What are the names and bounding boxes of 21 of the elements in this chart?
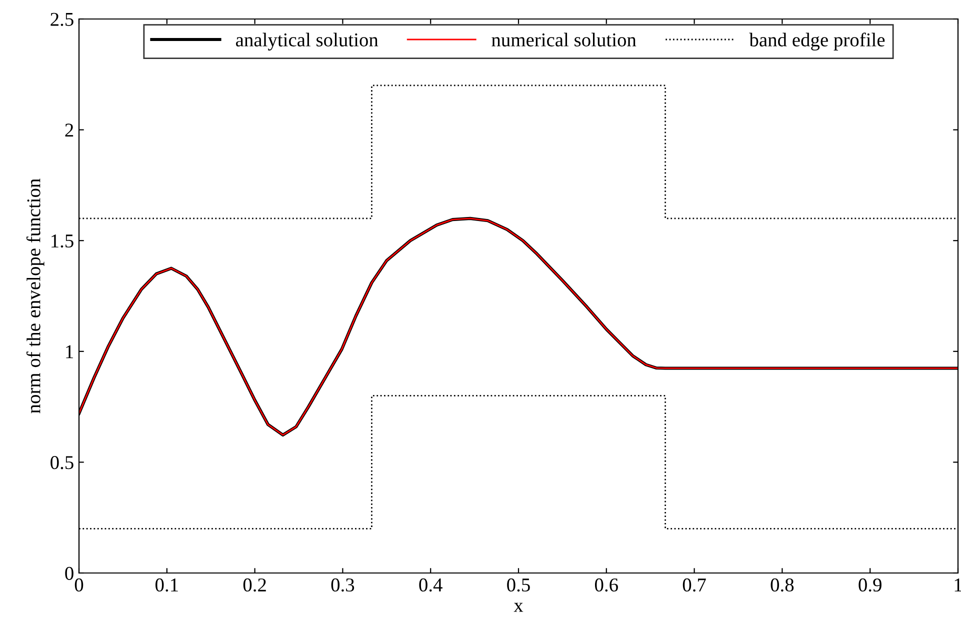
x-tick-label: 0 [74,578,84,592]
x-axis-title: x [514,602,524,612]
x-tick-label: 0.6 [594,578,618,592]
x-tick-label: 0.7 [682,578,706,592]
y-tick-label: 1.5 [52,234,74,248]
x-tick-label: 0.2 [243,578,266,592]
y-tick-label: 0 [65,566,74,580]
x-tick-label: 0.9 [858,578,882,592]
x-tick-label: 0.4 [419,578,442,592]
legend-label: analytical solution [236,32,378,50]
y-tick-label: 2 [65,124,74,137]
y-tick-label: 2.5 [50,12,74,26]
x-tick-label: 0.1 [155,578,178,592]
y-tick-label: 0.5 [50,456,74,470]
x-tick-label: 0.5 [507,578,530,592]
legend-label: numerical solution [492,32,636,46]
y-tick-label: 1 [66,345,73,358]
y-axis-title: norm of the envelope function [26,178,44,414]
x-tick-label: 0.3 [331,578,354,592]
legend-label: band edge profile [749,32,885,50]
x-tick-label: 0.8 [770,578,794,592]
